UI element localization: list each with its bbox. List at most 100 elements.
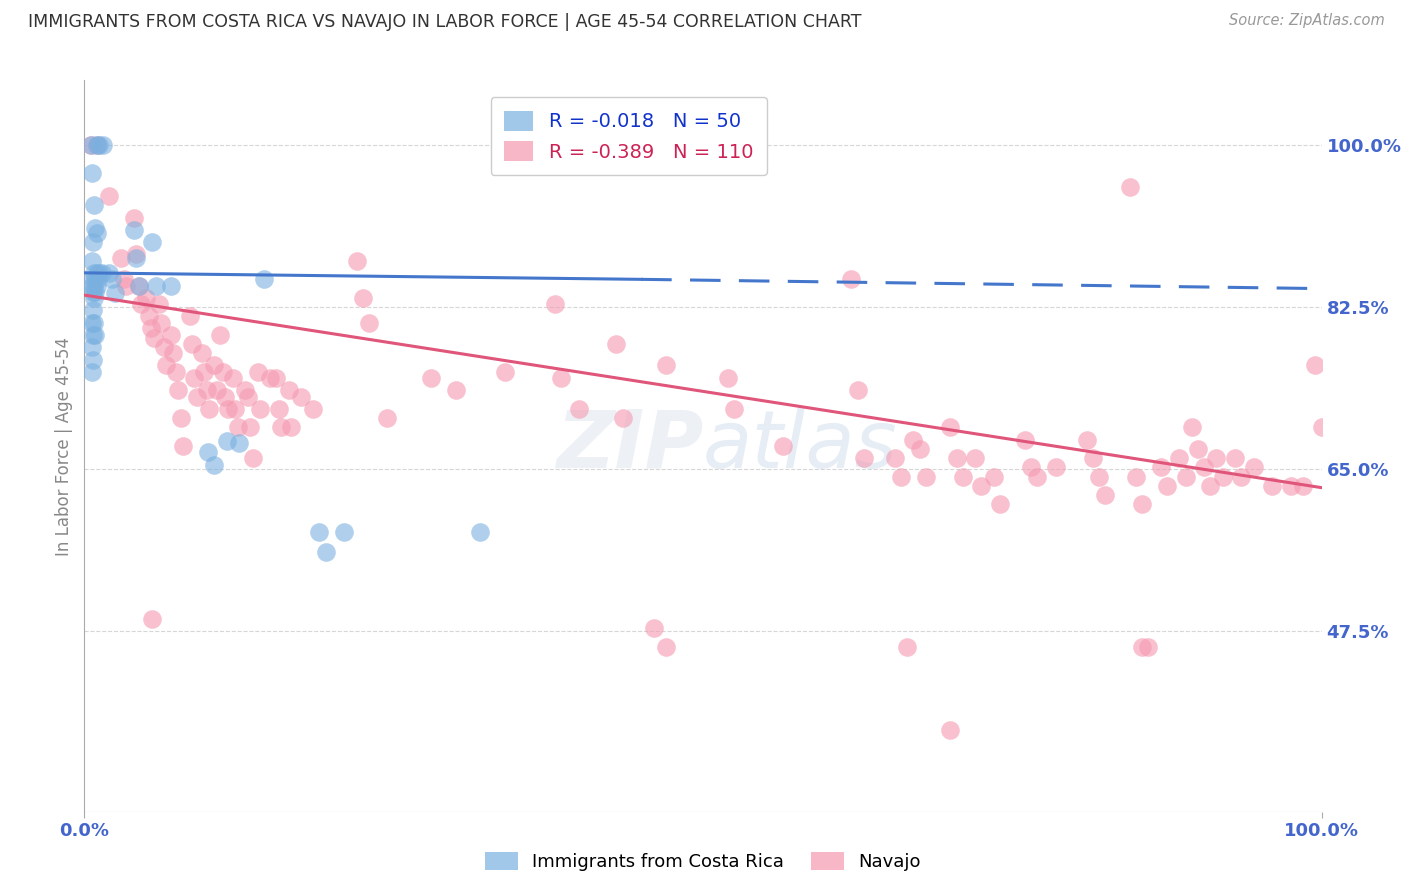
Point (1174, 469, 1197, 483)
Point (643, 621, 665, 635)
Text: Source: ZipAtlas.com: Source: ZipAtlas.com (1229, 13, 1385, 29)
Text: ZIP: ZIP (555, 407, 703, 485)
Point (939, 420, 962, 434)
Point (612, 411, 634, 425)
Point (1181, 420, 1204, 434)
Point (150, 316, 173, 330)
Point (198, 401, 221, 416)
Point (82, 352, 104, 367)
Point (1137, 640, 1160, 654)
Point (84, 272, 107, 286)
Point (883, 450, 905, 465)
Legend: R = -0.018   N = 50, R = -0.389   N = 110: R = -0.018 N = 50, R = -0.389 N = 110 (491, 97, 768, 176)
Point (846, 384, 869, 398)
Point (222, 371, 245, 385)
Point (1150, 460, 1173, 475)
Point (83, 278, 105, 293)
Point (80, 253, 103, 268)
Point (129, 297, 152, 311)
Point (246, 365, 269, 379)
Point (1014, 433, 1036, 447)
Point (128, 278, 150, 293)
Point (84, 327, 107, 342)
Point (1187, 442, 1209, 456)
Point (91, 138, 114, 153)
Point (186, 390, 208, 404)
Point (89, 266, 111, 280)
Point (167, 384, 190, 398)
Text: atlas: atlas (703, 407, 898, 485)
Point (290, 390, 312, 404)
Point (1223, 450, 1246, 465)
Point (100, 272, 122, 286)
Point (346, 253, 368, 268)
Point (264, 371, 287, 385)
Point (152, 340, 174, 354)
Y-axis label: In Labor Force | Age 45-54: In Labor Force | Age 45-54 (55, 336, 73, 556)
Point (172, 439, 194, 453)
Point (914, 469, 936, 483)
Point (470, 525, 492, 540)
Point (110, 251, 132, 265)
Point (98, 189, 121, 203)
Point (1243, 460, 1265, 475)
Point (115, 278, 138, 293)
Point (1212, 469, 1234, 483)
Point (852, 450, 875, 465)
Point (259, 371, 281, 385)
Point (494, 365, 516, 379)
Point (87, 272, 110, 286)
Point (86, 138, 108, 153)
Point (141, 235, 163, 250)
Point (1192, 460, 1215, 475)
Point (357, 316, 380, 330)
Point (224, 401, 246, 416)
Point (270, 420, 292, 434)
Point (142, 331, 165, 345)
Point (239, 420, 262, 434)
Point (444, 384, 467, 398)
Point (148, 297, 170, 311)
Point (1130, 497, 1153, 511)
Point (1045, 460, 1067, 475)
Point (717, 371, 740, 385)
Point (89, 138, 111, 153)
Point (160, 278, 183, 293)
Point (202, 458, 225, 472)
Point (86, 226, 108, 240)
Point (1199, 479, 1222, 493)
Point (249, 401, 271, 416)
Point (945, 450, 967, 465)
Point (1156, 479, 1178, 493)
Point (772, 439, 794, 453)
Point (80, 316, 103, 330)
Point (112, 272, 135, 286)
Point (1088, 469, 1111, 483)
Point (155, 359, 177, 373)
Point (98, 266, 121, 280)
Point (253, 272, 276, 286)
Point (655, 359, 678, 373)
Point (165, 365, 187, 379)
Point (236, 390, 259, 404)
Point (315, 545, 337, 559)
Point (965, 450, 987, 465)
Point (135, 291, 157, 305)
Point (125, 247, 148, 261)
Point (83, 198, 105, 212)
Point (205, 384, 228, 398)
Point (896, 640, 918, 654)
Point (86, 266, 108, 280)
Point (181, 337, 204, 351)
Point (568, 401, 591, 416)
Point (122, 223, 145, 237)
Point (80, 166, 103, 180)
Point (79, 138, 101, 153)
Point (1292, 479, 1315, 493)
Point (215, 434, 238, 449)
Point (280, 420, 302, 434)
Point (1230, 469, 1253, 483)
Point (890, 469, 912, 483)
Point (86, 138, 108, 153)
Point (277, 384, 299, 398)
